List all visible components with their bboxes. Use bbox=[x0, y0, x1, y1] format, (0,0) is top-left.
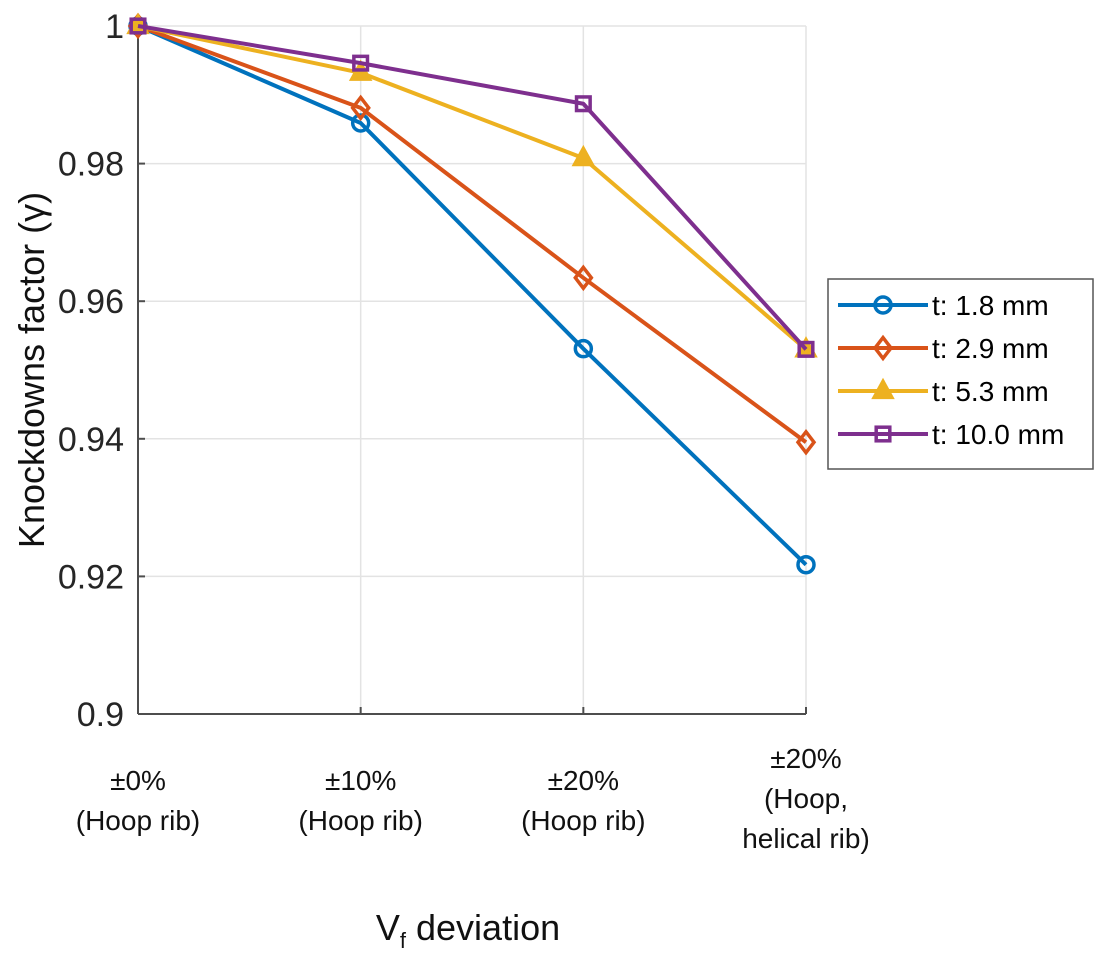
data-point bbox=[129, 17, 147, 35]
series-line bbox=[137, 24, 808, 567]
x-tick-label-desc: (Hoop rib) bbox=[298, 805, 422, 836]
data-point bbox=[573, 338, 594, 359]
y-axis-title: Knockdowns factor (γ) bbox=[11, 192, 52, 548]
y-tick-label: 0.96 bbox=[58, 283, 124, 321]
data-point bbox=[796, 554, 816, 575]
legend-marker bbox=[873, 295, 893, 315]
legend-marker bbox=[872, 334, 894, 362]
series-circle bbox=[128, 16, 816, 575]
data-point bbox=[573, 264, 594, 292]
y-tick-label: 0.94 bbox=[58, 421, 124, 459]
legend-label: t: 2.9 mm bbox=[932, 333, 1049, 364]
x-axis-title-subscript: f bbox=[400, 928, 407, 953]
x-tick-label-value: ±10% bbox=[325, 765, 396, 796]
y-tick-label: 0.92 bbox=[58, 558, 124, 596]
legend-box bbox=[827, 278, 1094, 470]
legend-label: t: 1.8 mm bbox=[932, 290, 1049, 321]
x-tick-label-desc: (Hoop rib) bbox=[76, 805, 200, 836]
x-axis-title-suffix: deviation bbox=[406, 907, 560, 948]
grid-lines bbox=[138, 25, 807, 714]
x-tick-label-value: ±20% bbox=[548, 765, 619, 796]
x-tick-label-desc2: helical rib) bbox=[742, 823, 870, 854]
axes bbox=[137, 22, 806, 715]
data-point bbox=[352, 54, 370, 72]
x-tick-label-desc: (Hoop, bbox=[764, 783, 848, 814]
legend-marker bbox=[874, 425, 892, 443]
y-tick-label: 0.9 bbox=[77, 696, 124, 734]
x-ticks: ±0% (Hoop rib) ±10% (Hoop rib) ±20% (Hoop rib… bbox=[76, 707, 870, 854]
data-point bbox=[795, 428, 817, 456]
y-tick-label: 1 bbox=[105, 8, 124, 46]
legend-marker bbox=[871, 377, 895, 400]
legend-label: t: 5.3 mm bbox=[932, 376, 1049, 407]
series-group bbox=[126, 12, 818, 575]
legend-label: t: 10.0 mm bbox=[932, 419, 1064, 450]
legend: t: 1.8 mm t: 2.9 mm t: 5.3 mm t: 10.0 mm bbox=[827, 278, 1094, 470]
series-square bbox=[129, 17, 815, 358]
y-ticks: 0.9 0.92 0.94 0.96 0.98 1 bbox=[58, 8, 145, 734]
data-point bbox=[350, 94, 371, 122]
x-tick-label-value: ±0% bbox=[110, 765, 166, 796]
data-point bbox=[797, 340, 815, 358]
data-point bbox=[571, 144, 596, 167]
y-tick-label: 0.98 bbox=[58, 146, 124, 184]
data-point bbox=[350, 113, 371, 133]
series-line bbox=[137, 24, 808, 351]
x-axis-title-main: V bbox=[376, 907, 400, 948]
x-tick-label-value: ±20% bbox=[770, 743, 841, 774]
series-line bbox=[137, 24, 808, 351]
series-line bbox=[137, 24, 808, 444]
x-axis-title: Vf deviation bbox=[376, 907, 560, 953]
data-point bbox=[574, 95, 592, 113]
x-tick-label-desc: (Hoop rib) bbox=[521, 805, 645, 836]
